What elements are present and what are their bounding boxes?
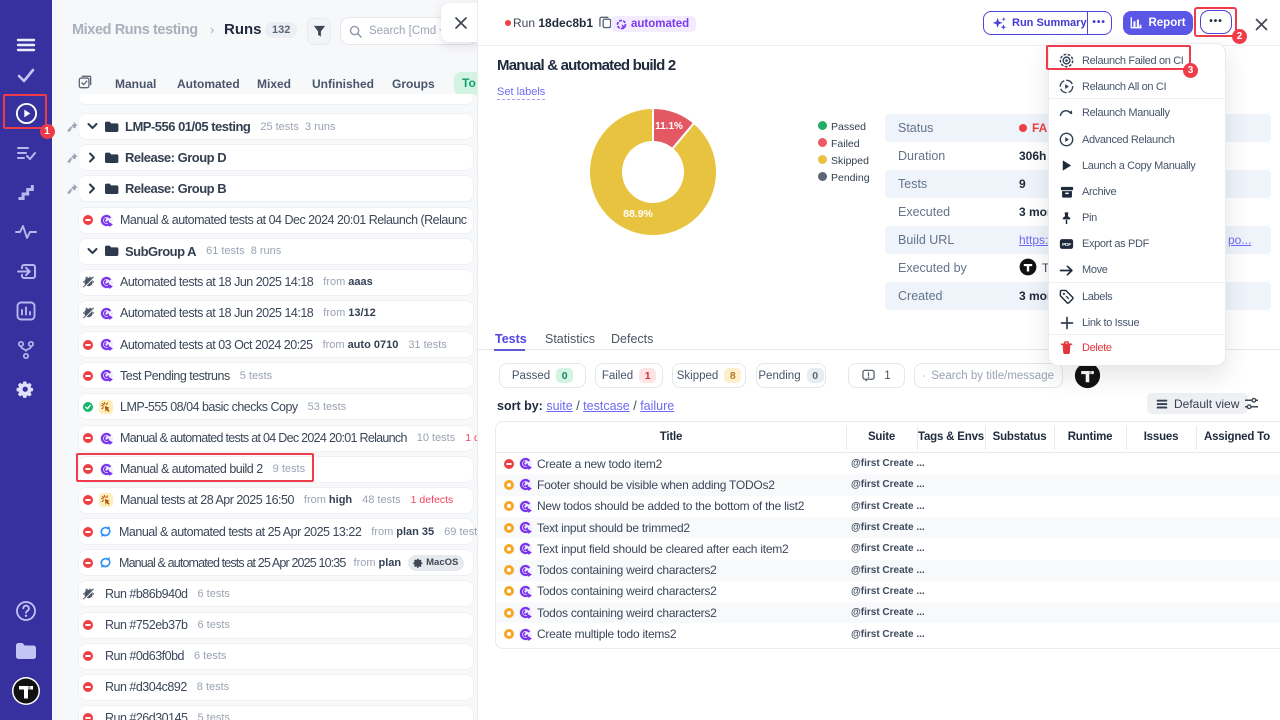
svg-text:PDF: PDF [1062, 243, 1071, 249]
svg-text:88.9%: 88.9% [623, 208, 653, 220]
svg-text:11.1%: 11.1% [655, 121, 683, 132]
